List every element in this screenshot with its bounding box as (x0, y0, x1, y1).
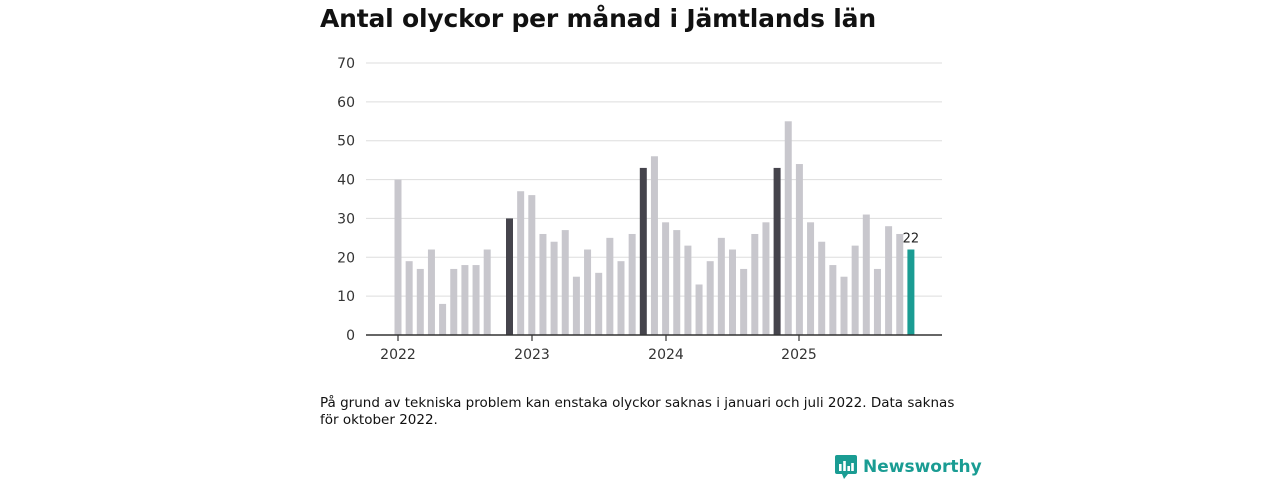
bar (517, 191, 525, 335)
bar (439, 303, 447, 335)
bar (896, 233, 904, 335)
bar (539, 233, 547, 335)
bar (807, 222, 815, 335)
x-tick-label: 2024 (648, 347, 684, 363)
bar (673, 230, 681, 335)
bar (628, 233, 636, 335)
x-tick-label: 2022 (380, 347, 416, 363)
bar (818, 241, 826, 335)
y-tick-label: 40 (337, 173, 355, 189)
bar (450, 268, 458, 335)
brand-name: Newsworthy (863, 457, 982, 477)
bar (572, 276, 580, 335)
bar (472, 265, 480, 335)
bar (717, 237, 725, 335)
bar (550, 241, 558, 335)
x-tick-label: 2025 (781, 347, 817, 363)
bar (416, 268, 424, 335)
bar (695, 284, 703, 335)
bar (729, 249, 736, 335)
x-tick-label: 2023 (514, 347, 550, 363)
bar (829, 265, 837, 335)
bar-chart: 0 10 20 30 40 50 60 70 2022 2023 2024 2025 22 (337, 56, 942, 363)
y-tick-label: 60 (337, 95, 355, 111)
bar (706, 261, 714, 335)
bar (561, 230, 569, 335)
bar (639, 167, 647, 335)
y-tick-label: 30 (337, 211, 355, 227)
newsworthy-brand[interactable]: Newsworthy (835, 455, 982, 479)
bar (662, 222, 670, 335)
footnote: På grund av tekniska problem kan enstaka… (320, 395, 955, 428)
bar (650, 156, 658, 335)
bar (528, 195, 536, 335)
bar (885, 226, 893, 335)
latest-bar (907, 249, 915, 335)
bar (851, 245, 859, 335)
bar (740, 268, 748, 335)
bar (506, 218, 513, 335)
bar (461, 265, 469, 335)
y-tick-label: 0 (346, 328, 355, 344)
bar (762, 222, 770, 335)
bar (795, 164, 803, 335)
bar (684, 245, 692, 335)
bar (840, 276, 848, 335)
y-tick-label: 50 (337, 134, 355, 150)
bar (773, 167, 781, 335)
bar (606, 237, 614, 335)
bar (427, 249, 435, 335)
bar (595, 272, 603, 335)
y-tick-label: 10 (337, 289, 355, 305)
chart-title: Antal olyckor per månad i Jämtlands län (320, 4, 876, 33)
bar (873, 268, 881, 335)
bar (483, 249, 491, 335)
latest-value-label: 22 (903, 232, 920, 247)
bar (394, 179, 402, 335)
y-tick-label: 70 (337, 56, 355, 72)
bar (617, 261, 625, 335)
bar (405, 261, 413, 335)
bar (862, 214, 870, 335)
bar (584, 249, 592, 335)
bar (784, 121, 792, 336)
y-tick-label: 20 (337, 250, 355, 266)
newsworthy-logo-icon (835, 455, 857, 479)
bar (751, 233, 759, 335)
